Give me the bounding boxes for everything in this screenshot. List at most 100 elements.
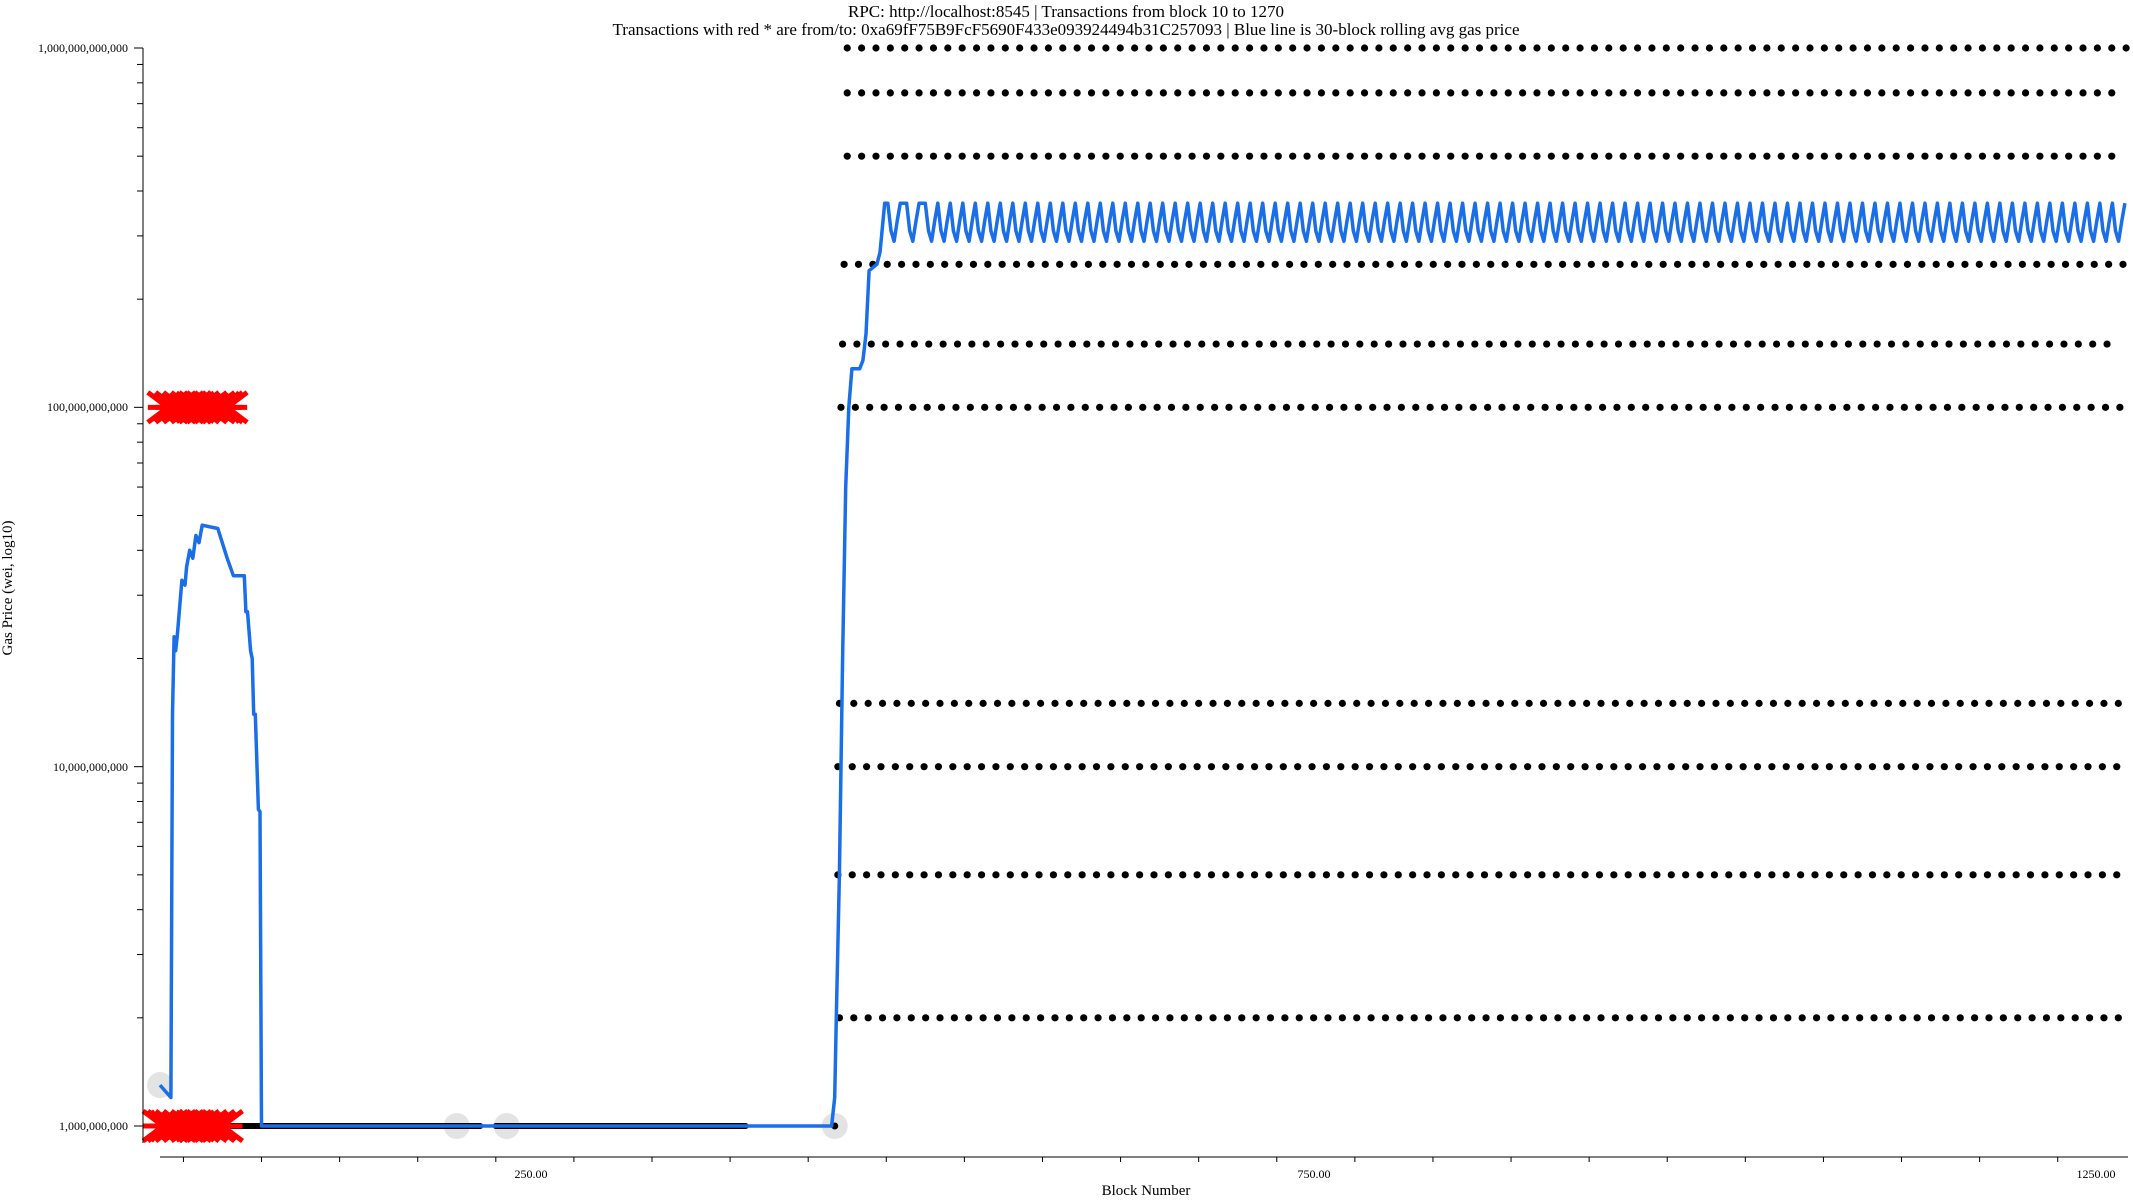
tx-point [1669,1014,1677,1022]
tx-point [2074,340,2082,348]
tx-point [1338,1014,1346,1022]
tx-point [1432,152,1440,160]
tx-point [1758,340,1766,348]
tx-point [2113,871,2121,879]
tx-point [1530,260,1538,268]
highlight-markers-layer [141,390,249,1143]
tx-point [997,340,1005,348]
tx-point [1883,871,1891,879]
tx-point [1985,1014,1993,1022]
tx-point [1424,699,1433,707]
tx-point [929,89,938,97]
tx-point [1648,44,1656,52]
tx-point [1225,403,1233,411]
tx-point [1844,340,1853,348]
tx-point [2085,1014,2094,1022]
tx-point [1073,152,1081,160]
tx-point [1950,44,1958,52]
tx-point [1410,699,1418,707]
tx-point [1811,763,1819,771]
tx-point [1999,699,2007,707]
tx-point [1317,89,1326,97]
tx-point [944,44,952,52]
tx-point [1268,403,1276,411]
tx-point [1447,44,1455,52]
tx-point [1274,44,1282,52]
tx-point [1774,260,1782,268]
tx-point [1993,89,2001,97]
tx-point [1741,1014,1749,1022]
tx-point [2044,403,2052,411]
tx-point [1942,699,1950,707]
tx-point [1769,1014,1778,1022]
tx-point [963,871,971,879]
tx-point [1552,763,1560,771]
tx-point [1742,403,1750,411]
tx-point [936,1014,944,1022]
tx-point [1504,152,1512,160]
tx-point [1303,152,1311,160]
tx-point [1613,403,1621,411]
tx-point [1763,152,1771,160]
tx-point [1038,403,1046,411]
tx-point [1696,763,1704,771]
tx-point [1139,403,1147,411]
tx-point [1624,871,1632,879]
tx-point [1324,1014,1332,1022]
tx-point [1099,260,1107,268]
tx-point [1509,763,1517,771]
tx-point [1659,260,1667,268]
tx-point [1511,699,1519,707]
tx-point [858,152,866,160]
tx-point [1056,260,1064,268]
tx-point [1131,89,1139,97]
tx-point [1926,871,1934,879]
tx-point [1955,763,1963,771]
tx-point [1475,44,1484,52]
tx-point [1811,871,1819,879]
tx-point [1110,403,1118,411]
highlight-star-stroke [213,390,242,424]
tx-point [1496,1014,1505,1022]
tx-point [1798,699,1806,707]
tx-point [1945,340,1953,348]
tx-point [1495,763,1503,771]
tx-point [1557,340,1565,348]
tx-point [1480,763,1489,771]
tx-point [1313,340,1321,348]
tx-point [1084,260,1092,268]
tx-point [1803,260,1811,268]
tx-point [1202,89,1211,97]
tx-point [1375,89,1383,97]
tx-point [1329,260,1337,268]
tx-point [1935,44,1943,52]
rolling-avg-line [158,201,2127,1128]
tx-point [1083,340,1091,348]
tx-point [1209,1014,1217,1022]
tx-point [1911,763,1920,771]
tx-point [1538,871,1546,879]
tx-point [950,699,958,707]
tx-point [2042,1014,2051,1022]
tx-point [1792,152,1800,160]
tx-point [1552,871,1560,879]
tx-point [2113,763,2121,771]
tx-point [1854,871,1862,879]
tx-point [1969,763,1977,771]
tx-point [949,871,957,879]
tx-point [1145,89,1153,97]
tx-point [925,340,933,348]
tx-point [1423,763,1431,771]
tx-point [1241,340,1249,348]
tx-point [1365,763,1374,771]
tx-point [1784,1014,1792,1022]
tx-point [1116,44,1124,52]
tx-point [2007,89,2015,97]
tx-point [1051,699,1059,707]
rolling-avg-layer [158,201,2127,1128]
tx-point [1705,152,1714,160]
chart-title: RPC: http://localhost:8545 | Transaction… [848,2,1284,21]
tx-point [1052,403,1061,411]
tx-point [872,152,880,160]
tx-point [1814,403,1822,411]
